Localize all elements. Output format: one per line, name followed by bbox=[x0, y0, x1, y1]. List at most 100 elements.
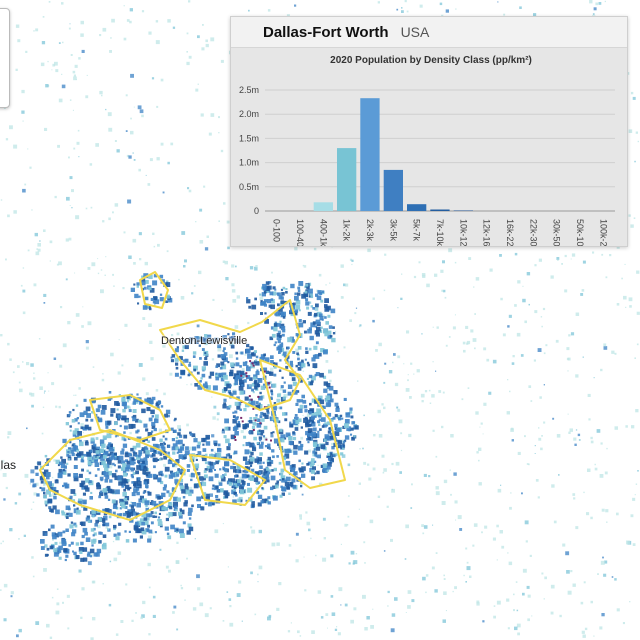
hotspot-dot bbox=[268, 386, 271, 389]
urban-dot bbox=[256, 456, 259, 459]
urban-dot bbox=[122, 469, 127, 474]
urban-dot bbox=[233, 483, 239, 488]
urban-dot bbox=[224, 468, 228, 472]
urban-dot bbox=[241, 486, 243, 489]
settlement-dot bbox=[149, 340, 153, 344]
map-control-panel[interactable] bbox=[0, 8, 10, 108]
urban-dot bbox=[92, 534, 95, 537]
settlement-dot bbox=[163, 463, 166, 467]
urban-dot bbox=[294, 292, 297, 295]
settlement-dot bbox=[397, 307, 399, 309]
settlement-dot bbox=[569, 428, 573, 432]
urban-dot bbox=[224, 418, 229, 424]
urban-dot bbox=[73, 443, 76, 446]
urban-dot bbox=[85, 517, 90, 522]
settlement-dot bbox=[344, 523, 348, 527]
urban-dot bbox=[244, 449, 250, 455]
settlement-dot bbox=[48, 390, 50, 392]
urban-dot bbox=[321, 425, 325, 428]
settlement-dot bbox=[625, 425, 628, 428]
urban-dot bbox=[156, 406, 160, 410]
urban-dot bbox=[40, 539, 45, 544]
urban-dot bbox=[194, 383, 198, 387]
urban-dot bbox=[52, 505, 57, 510]
urban-dot bbox=[150, 430, 154, 433]
settlement-dot bbox=[443, 479, 448, 484]
settlement-dot bbox=[180, 587, 184, 590]
settlement-dot bbox=[423, 525, 428, 529]
urban-dot bbox=[163, 484, 167, 488]
urban-dot bbox=[145, 471, 151, 477]
settlement-dot bbox=[113, 285, 115, 287]
urban-dot bbox=[318, 352, 322, 357]
settlement-dot bbox=[271, 542, 276, 547]
urban-dot bbox=[70, 450, 74, 454]
settlement-dot bbox=[197, 587, 201, 591]
urban-dot bbox=[137, 484, 142, 489]
urban-dot bbox=[165, 300, 168, 303]
urban-dot bbox=[34, 465, 39, 470]
urban-dot bbox=[314, 330, 319, 335]
urban-dot bbox=[335, 439, 338, 442]
urban-dot bbox=[102, 471, 106, 475]
urban-dot bbox=[255, 414, 258, 417]
settlement-dot bbox=[377, 495, 381, 498]
settlement-dot bbox=[131, 619, 134, 622]
urban-dot bbox=[325, 321, 329, 325]
urban-dot bbox=[194, 339, 199, 344]
urban-dot bbox=[239, 408, 242, 411]
urban-dot bbox=[200, 377, 203, 380]
urban-dot bbox=[174, 417, 177, 421]
settlement-dot bbox=[69, 176, 73, 180]
settlement-dot bbox=[537, 496, 540, 499]
urban-dot bbox=[129, 509, 132, 512]
urban-dot bbox=[302, 399, 307, 404]
settlement-dot bbox=[208, 132, 212, 136]
boundary-outline bbox=[159, 299, 301, 411]
settlement-dot bbox=[80, 33, 84, 37]
urban-dot bbox=[322, 463, 328, 469]
urban-dot bbox=[328, 393, 332, 397]
settlement-dot bbox=[294, 247, 298, 251]
settlement-dot bbox=[475, 411, 479, 415]
urban-dot bbox=[132, 401, 136, 405]
settlement-dot bbox=[359, 324, 362, 327]
urban-dot bbox=[152, 473, 157, 478]
settlement-dot bbox=[606, 447, 608, 450]
urban-dot bbox=[146, 513, 151, 518]
settlement-dot bbox=[81, 49, 85, 53]
settlement-dot bbox=[276, 542, 280, 546]
urban-dot bbox=[297, 418, 302, 423]
urban-dot bbox=[223, 496, 226, 499]
settlement-dot bbox=[150, 357, 154, 361]
urban-dot bbox=[264, 286, 270, 291]
urban-dot bbox=[295, 420, 300, 424]
urban-dot bbox=[85, 487, 90, 492]
settlement-dot bbox=[318, 273, 322, 277]
settlement-dot bbox=[24, 183, 27, 186]
urban-dot bbox=[157, 401, 162, 405]
settlement-dot bbox=[152, 614, 156, 618]
settlement-dot bbox=[61, 73, 63, 75]
settlement-dot bbox=[587, 393, 591, 397]
urban-dot bbox=[90, 528, 95, 532]
settlement-dot bbox=[528, 463, 530, 466]
urban-dot bbox=[86, 515, 90, 519]
bar-7k-10k bbox=[430, 209, 450, 211]
urban-dot bbox=[215, 372, 218, 375]
settlement-dot bbox=[364, 627, 368, 631]
urban-dot bbox=[269, 291, 274, 296]
urban-dot bbox=[223, 435, 227, 439]
settlement-dot bbox=[347, 463, 351, 467]
urban-dot bbox=[197, 451, 202, 455]
urban-dot bbox=[306, 285, 310, 290]
settlement-dot bbox=[40, 62, 45, 67]
settlement-dot bbox=[44, 127, 48, 131]
urban-dot bbox=[163, 455, 167, 460]
settlement-dot bbox=[363, 414, 365, 417]
settlement-dot bbox=[85, 340, 89, 344]
urban-dot bbox=[265, 469, 271, 475]
urban-dot bbox=[230, 434, 236, 440]
urban-dot bbox=[182, 339, 186, 343]
